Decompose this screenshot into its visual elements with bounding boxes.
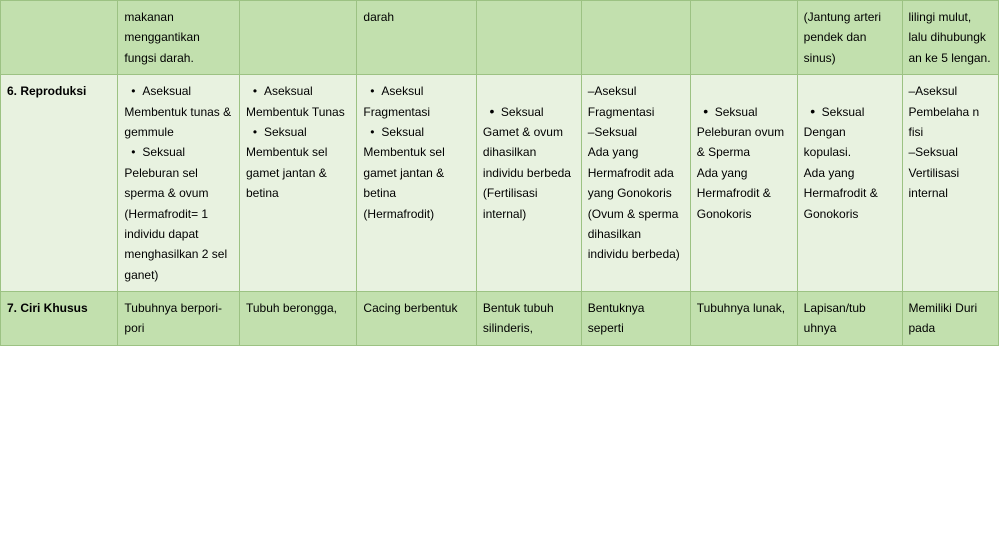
text: –Aseksul Fragmentasi	[588, 81, 684, 122]
text: Seksual	[501, 102, 544, 122]
text: Seksual	[142, 142, 185, 162]
cell: •Seksual Peleburan ovum & Sperma Ada yan…	[690, 75, 797, 292]
text: Seksual	[715, 102, 758, 122]
text: Aseksual	[142, 81, 191, 101]
cell: Tubuh berongga,	[240, 292, 357, 346]
cell	[240, 1, 357, 75]
cell: Tubuhnya berpori-pori	[118, 292, 240, 346]
cell: •Aseksual Membentuk tunas & gemmule •Sek…	[118, 75, 240, 292]
cell: Lapisan/tub uhnya	[797, 292, 902, 346]
cell: Bentuk tubuh silinderis,	[476, 292, 581, 346]
row-label-6: 6. Reproduksi	[1, 75, 118, 292]
text: Aseksual	[264, 81, 313, 101]
text: Fragmentasi	[363, 102, 470, 122]
cell	[690, 1, 797, 75]
text: Seksual	[264, 122, 307, 142]
text: Peleburan ovum & Sperma	[697, 122, 791, 163]
text: Membentuk sel gamet jantan & betina	[246, 142, 350, 203]
cell: (Jantung arteri pendek dan sinus)	[797, 1, 902, 75]
cell: Memiliki Duri pada	[902, 292, 999, 346]
row-label-7: 7. Ciri Khusus	[1, 292, 118, 346]
cell: •Seksual Gamet & ovum dihasilkan individ…	[476, 75, 581, 292]
table-row-prev: makanan menggantikan fungsi darah. darah…	[1, 1, 999, 75]
cell: Tubuhnya lunak,	[690, 292, 797, 346]
row-label-prev	[1, 1, 118, 75]
table-row-7: 7. Ciri Khusus Tubuhnya berpori-pori Tub…	[1, 292, 999, 346]
text: Dengan kopulasi.	[804, 122, 896, 163]
cell: makanan menggantikan fungsi darah.	[118, 1, 240, 75]
text: –Aseksul Pembelaha n fisi	[909, 81, 993, 142]
cell: darah	[357, 1, 477, 75]
text: Membentuk sel gamet jantan & betina (Her…	[363, 142, 470, 224]
cell	[581, 1, 690, 75]
cell: •Aseksual Membentuk Tunas •Seksual Membe…	[240, 75, 357, 292]
text: Seksual	[822, 102, 865, 122]
text: Membentuk tunas & gemmule	[124, 102, 233, 143]
text: Aseksul	[381, 81, 423, 101]
cell	[476, 1, 581, 75]
cell: lilingi mulut, lalu dihubungk an ke 5 le…	[902, 1, 999, 75]
text: Gamet & ovum dihasilkan individu berbeda…	[483, 122, 575, 224]
comparison-table: makanan menggantikan fungsi darah. darah…	[0, 0, 999, 346]
text: Ada yang Hermafrodit ada yang Gonokoris …	[588, 142, 684, 264]
text: Membentuk Tunas	[246, 102, 350, 122]
cell: –Aseksul Pembelaha n fisi –Seksual Verti…	[902, 75, 999, 292]
cell: •Seksual Dengan kopulasi. Ada yang Herma…	[797, 75, 902, 292]
cell: •Aseksul Fragmentasi •Seksual Membentuk …	[357, 75, 477, 292]
cell: Bentuknya seperti	[581, 292, 690, 346]
text: Ada yang Hermafrodit & Gonokoris	[697, 163, 791, 224]
cell: –Aseksul Fragmentasi –Seksual Ada yang H…	[581, 75, 690, 292]
text: –Seksual	[588, 122, 684, 142]
text: –Seksual Vertilisasi internal	[909, 142, 993, 203]
text: Peleburan sel sperma & ovum (Hermafrodit…	[124, 163, 233, 285]
text: Ada yang Hermafrodit & Gonokoris	[804, 163, 896, 224]
table-row-6: 6. Reproduksi •Aseksual Membentuk tunas …	[1, 75, 999, 292]
cell: Cacing berbentuk	[357, 292, 477, 346]
text: Seksual	[381, 122, 424, 142]
